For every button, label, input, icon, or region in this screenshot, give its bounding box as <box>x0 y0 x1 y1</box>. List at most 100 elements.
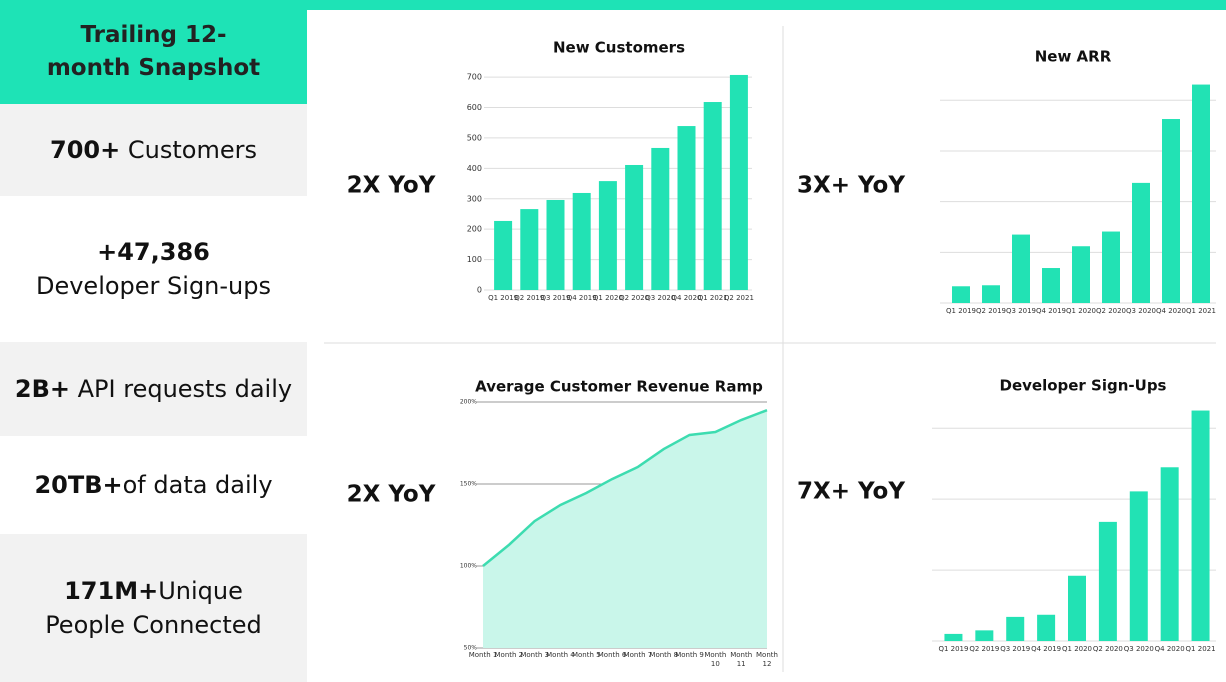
x-tick-label: Month 4 <box>546 651 575 659</box>
x-tick-label: Month 10 <box>704 651 727 668</box>
x-tick-label: Month 1 <box>468 651 498 659</box>
y-tick-label: 200 <box>467 225 482 234</box>
annotation: 3X+ YoY <box>797 173 905 199</box>
bar <box>1006 616 1025 641</box>
bar <box>1132 182 1150 303</box>
x-tick-label: Month 11 <box>730 651 753 668</box>
x-tick-label: Q1 2021 <box>697 294 728 302</box>
annotation: 2X YoY <box>347 173 436 199</box>
x-tick-label: Q3 2019 <box>540 294 571 302</box>
x-tick-label: Q3 2019 <box>1000 645 1031 653</box>
x-tick-label: Q2 2019 <box>969 645 1000 653</box>
x-tick-label: Month 12 <box>756 651 778 668</box>
annotation: 7X+ YoY <box>797 479 905 505</box>
bar <box>1098 521 1117 641</box>
bar <box>1068 575 1086 641</box>
y-tick-label: 150% <box>460 481 477 488</box>
stat-text: People Connected <box>45 611 262 639</box>
x-tick-label: Q4 2020 <box>1156 307 1187 315</box>
bar <box>494 220 513 290</box>
y-tick-label: 100% <box>460 563 477 570</box>
bar <box>1129 491 1148 641</box>
bar <box>1102 231 1120 303</box>
bar <box>1042 268 1060 303</box>
y-tick-label: 200% <box>460 399 477 406</box>
x-tick-label: Q4 2019 <box>566 294 597 302</box>
bar <box>1162 119 1180 304</box>
bar <box>1012 234 1030 303</box>
y-tick-label: 50% <box>464 645 478 652</box>
bar <box>677 126 696 290</box>
x-tick-label: Q3 2020 <box>1123 645 1154 653</box>
x-tick-label: Q2 2020 <box>1092 645 1123 653</box>
stat-value: 700+ <box>50 136 121 164</box>
area <box>483 410 767 648</box>
y-tick-label: 0 <box>477 286 482 295</box>
x-tick-label: Q3 2020 <box>1126 307 1157 315</box>
chart-title: New Customers <box>553 39 685 57</box>
chart-title: Developer Sign-Ups <box>1000 377 1167 395</box>
bar <box>1072 246 1090 303</box>
top-band <box>307 0 1226 10</box>
stat-text: Customers <box>127 136 257 164</box>
chart-title: Average Customer Revenue Ramp <box>475 378 763 396</box>
stat-text: Unique <box>158 577 243 605</box>
x-tick-label: Q1 2020 <box>1062 645 1093 653</box>
y-tick-label: 300 <box>467 194 482 203</box>
stat-text: API requests daily <box>77 375 293 403</box>
bar <box>1191 410 1210 641</box>
bar <box>651 147 670 290</box>
stat-value: 171M+ <box>64 577 159 605</box>
x-tick-label: Q2 2019 <box>514 294 545 302</box>
line <box>482 409 768 567</box>
x-tick-label: Q1 2020 <box>592 294 623 302</box>
stat: 700+ Customers <box>0 104 307 196</box>
bar <box>1037 614 1056 641</box>
bar <box>572 192 591 290</box>
bar <box>729 74 748 291</box>
x-tick-label: Q1 2020 <box>1066 307 1097 315</box>
x-tick-label: Month 3 <box>520 651 549 659</box>
x-tick-label: Month 6 <box>597 651 627 659</box>
y-tick-label: 700 <box>467 73 482 82</box>
bar <box>625 164 644 290</box>
stat-text: Developer Sign-ups <box>35 272 272 300</box>
stat: 2B+ API requests daily <box>0 342 307 436</box>
x-tick-label: Month 7 <box>623 651 653 659</box>
x-tick-label: Month 5 <box>571 651 601 659</box>
y-tick-label: 400 <box>467 164 482 173</box>
y-tick-label: 600 <box>467 103 482 112</box>
bar <box>975 630 994 641</box>
x-tick-label: Month 8 <box>649 651 679 659</box>
chart-title: New ARR <box>1035 48 1112 66</box>
bar <box>982 285 1000 303</box>
x-tick-label: Q2 2021 <box>723 294 754 302</box>
bar <box>1160 467 1179 641</box>
x-tick-label: Q4 2020 <box>671 294 702 302</box>
x-tick-label: Month 2 <box>494 651 524 659</box>
x-tick-label: Q4 2019 <box>1031 645 1062 653</box>
x-tick-label: Q1 2021 <box>1185 645 1216 653</box>
annotation: 2X YoY <box>347 482 436 508</box>
x-tick-label: Q1 2019 <box>938 645 969 653</box>
bar <box>598 181 617 290</box>
x-tick-label: Month 9 <box>675 651 704 659</box>
bar <box>944 633 963 641</box>
bar <box>703 102 722 291</box>
x-tick-label: Q4 2020 <box>1154 645 1185 653</box>
bar <box>952 286 970 303</box>
stat-value: 2B+ <box>14 375 70 403</box>
x-tick-label: Q1 2019 <box>946 307 977 315</box>
stat: +47,386 Developer Sign-ups <box>0 196 307 342</box>
x-tick-label: Q1 2019 <box>488 294 519 302</box>
x-tick-label: Q2 2019 <box>976 307 1007 315</box>
stat-value: 20TB+ <box>34 471 123 499</box>
x-tick-label: Q3 2019 <box>1006 307 1037 315</box>
y-tick-label: 500 <box>467 133 482 142</box>
y-tick-label: 100 <box>467 255 482 264</box>
bar <box>520 209 539 290</box>
stat: 20TB+of data daily <box>0 436 307 534</box>
x-tick-label: Q4 2019 <box>1036 307 1067 315</box>
